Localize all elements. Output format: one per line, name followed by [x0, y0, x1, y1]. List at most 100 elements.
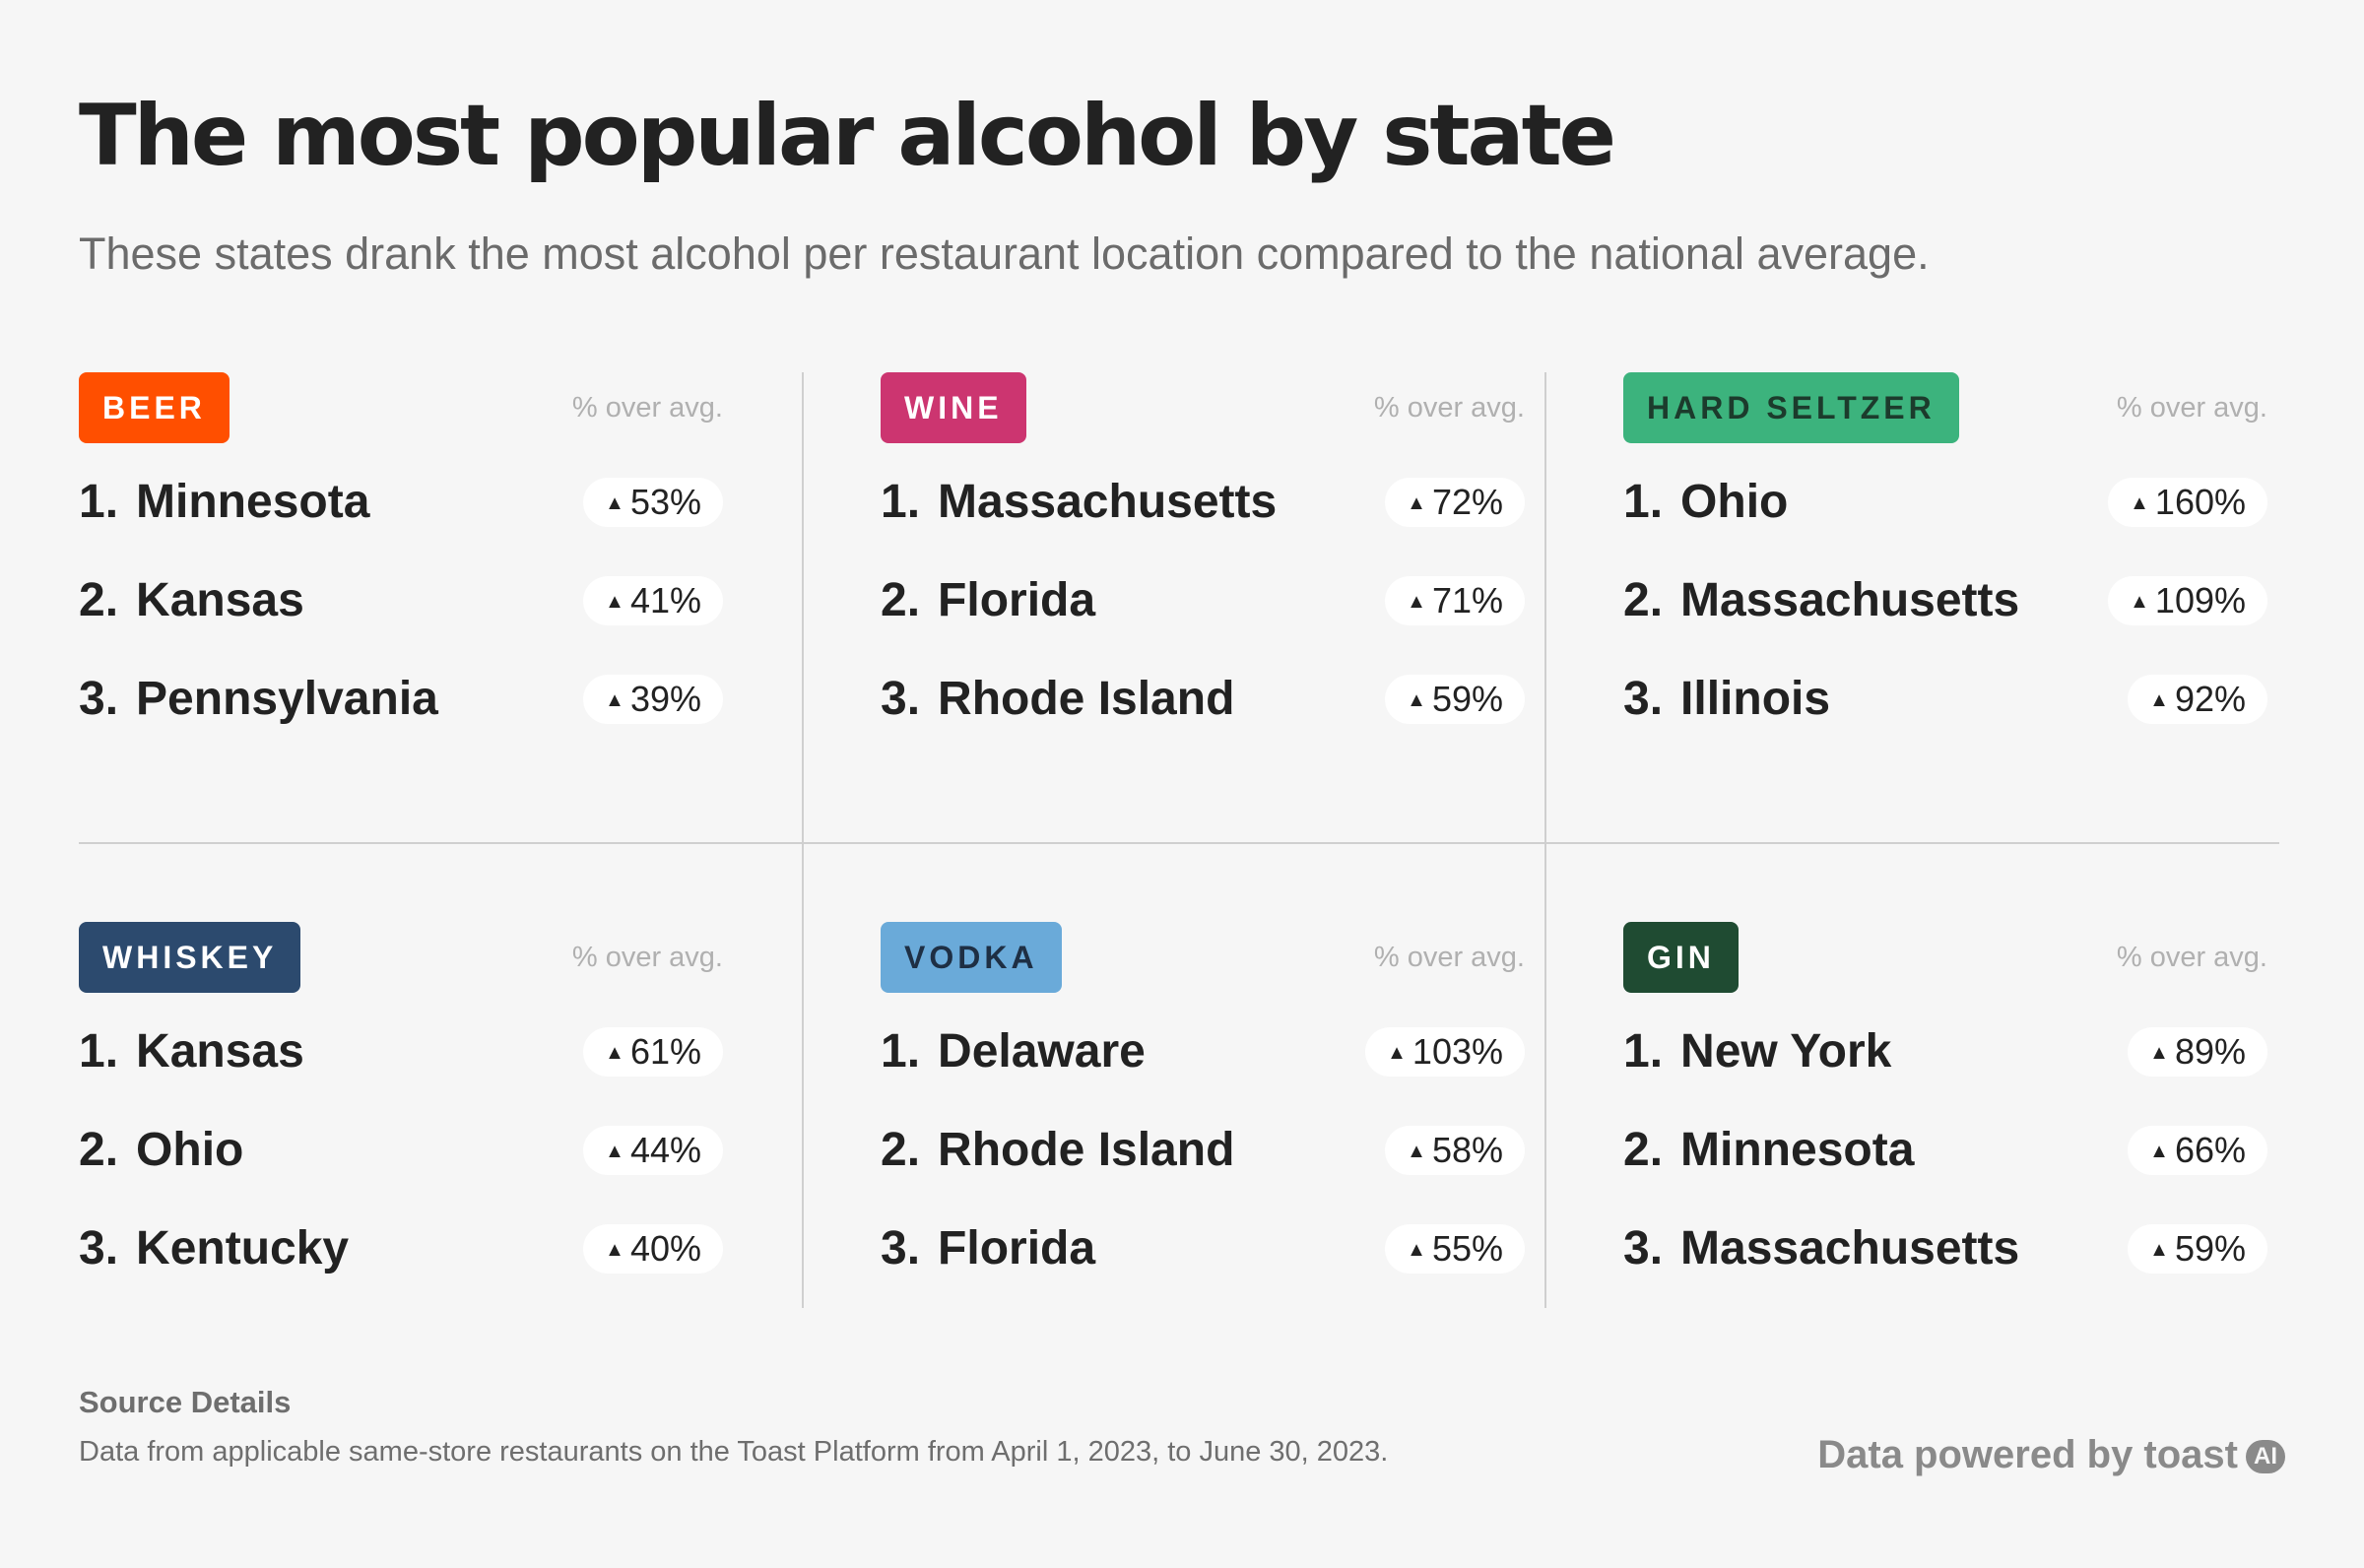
- state-entry: 2. Kansas: [79, 571, 304, 630]
- percent-value: 71%: [1432, 580, 1503, 621]
- up-triangle-icon: ▲: [605, 591, 624, 613]
- up-triangle-icon: ▲: [2130, 591, 2149, 613]
- state-name: Pennsylvania: [136, 673, 438, 725]
- state-name: Massachusetts: [938, 476, 1277, 528]
- percent-pill: ▲ 41%: [583, 576, 723, 625]
- rank-number: 1.: [881, 476, 920, 528]
- percent-pill: ▲ 40%: [583, 1224, 723, 1274]
- state-name: Minnesota: [136, 476, 369, 528]
- state-entry: 3. Illinois: [1623, 670, 1830, 729]
- percent-pill: ▲ 92%: [2128, 675, 2267, 724]
- category-badge: VODKA: [881, 922, 1062, 993]
- category-badge: BEER: [79, 372, 230, 443]
- rank-number: 3.: [1623, 1222, 1663, 1274]
- rank-number: 3.: [1623, 673, 1663, 725]
- state-entry: 3. Florida: [881, 1219, 1095, 1278]
- percent-pill: ▲ 160%: [2108, 478, 2267, 527]
- percent-value: 72%: [1432, 482, 1503, 522]
- up-triangle-icon: ▲: [605, 689, 624, 711]
- state-entry: 2. Minnesota: [1623, 1121, 1914, 1180]
- state-entry: 2. Florida: [881, 571, 1095, 630]
- rank-number: 2.: [79, 1124, 118, 1176]
- state-name: Florida: [938, 1222, 1095, 1274]
- percent-pill: ▲ 61%: [583, 1027, 723, 1077]
- ranking-row: 2. Kansas ▲ 41%: [79, 571, 723, 630]
- powered-by-text: Data powered by toast: [1817, 1433, 2238, 1476]
- up-triangle-icon: ▲: [605, 492, 624, 514]
- percent-pill: ▲ 59%: [2128, 1224, 2267, 1274]
- state-name: Ohio: [136, 1124, 243, 1176]
- source-text: Data from applicable same-store restaura…: [79, 1436, 1388, 1469]
- column-header: % over avg.: [2117, 942, 2267, 974]
- state-name: Rhode Island: [938, 673, 1234, 725]
- column-header: % over avg.: [572, 942, 723, 974]
- rank-number: 2.: [1623, 1124, 1663, 1176]
- state-name: Massachusetts: [1680, 574, 2019, 626]
- state-name: Kansas: [136, 574, 304, 626]
- ranking-row: 2. Ohio ▲ 44%: [79, 1121, 723, 1180]
- state-entry: 2. Rhode Island: [881, 1121, 1234, 1180]
- state-entry: 3. Massachusetts: [1623, 1219, 2019, 1278]
- state-name: New York: [1680, 1025, 1891, 1078]
- column-header: % over avg.: [1374, 942, 1525, 974]
- percent-value: 160%: [2155, 482, 2246, 522]
- state-entry: 3. Kentucky: [79, 1219, 349, 1278]
- percent-pill: ▲ 66%: [2128, 1126, 2267, 1175]
- ranking-row: 3. Pennsylvania ▲ 39%: [79, 670, 723, 729]
- ranking-row: 3. Kentucky ▲ 40%: [79, 1219, 723, 1278]
- category-badge: WINE: [881, 372, 1026, 443]
- ranking-row: 2. Rhode Island ▲ 58%: [881, 1121, 1525, 1180]
- up-triangle-icon: ▲: [605, 1141, 624, 1162]
- percent-value: 41%: [630, 580, 701, 621]
- rank-number: 3.: [881, 1222, 920, 1274]
- ranking-row: 1. Kansas ▲ 61%: [79, 1022, 723, 1081]
- state-entry: 2. Ohio: [79, 1121, 243, 1180]
- ranking-row: 1. Delaware ▲ 103%: [881, 1022, 1525, 1081]
- percent-value: 92%: [2175, 679, 2246, 719]
- percent-pill: ▲ 55%: [1385, 1224, 1525, 1274]
- category-panel-hard-seltzer: HARD SELTZER% over avg. 1. Ohio ▲ 160% 2. Mass…: [1623, 372, 2267, 806]
- percent-value: 55%: [1432, 1228, 1503, 1269]
- percent-pill: ▲ 103%: [1365, 1027, 1525, 1077]
- ranking-row: 3. Illinois ▲ 92%: [1623, 670, 2267, 729]
- state-name: Kansas: [136, 1025, 304, 1078]
- percent-pill: ▲ 71%: [1385, 576, 1525, 625]
- rank-number: 1.: [1623, 476, 1663, 528]
- ranking-row: 2. Minnesota ▲ 66%: [1623, 1121, 2267, 1180]
- state-name: Florida: [938, 574, 1095, 626]
- ranking-row: 3. Rhode Island ▲ 59%: [881, 670, 1525, 729]
- rank-number: 3.: [79, 1222, 118, 1274]
- up-triangle-icon: ▲: [1407, 1239, 1426, 1261]
- state-entry: 1. Minnesota: [79, 473, 369, 532]
- powered-by-logo: Data powered by toast AI: [1817, 1433, 2285, 1477]
- percent-pill: ▲ 39%: [583, 675, 723, 724]
- ai-badge: AI: [2246, 1440, 2285, 1473]
- ranking-row: 3. Florida ▲ 55%: [881, 1219, 1525, 1278]
- percent-pill: ▲ 58%: [1385, 1126, 1525, 1175]
- ranking-row: 2. Massachusetts ▲ 109%: [1623, 571, 2267, 630]
- percent-value: 61%: [630, 1031, 701, 1072]
- category-badge: HARD SELTZER: [1623, 372, 1959, 443]
- page-title: The most popular alcohol by state: [79, 87, 1613, 185]
- up-triangle-icon: ▲: [605, 1042, 624, 1064]
- column-header: % over avg.: [2117, 392, 2267, 425]
- category-panel-vodka: VODKA % over avg. 1. Delaware ▲ 103% 2. Rhode I…: [881, 922, 1525, 1355]
- percent-value: 39%: [630, 679, 701, 719]
- state-name: Minnesota: [1680, 1124, 1914, 1176]
- state-entry: 1. New York: [1623, 1022, 1891, 1081]
- rank-number: 1.: [1623, 1025, 1663, 1078]
- state-name: Kentucky: [136, 1222, 349, 1274]
- rank-number: 2.: [79, 574, 118, 626]
- ranking-row: 1. New York ▲ 89%: [1623, 1022, 2267, 1081]
- up-triangle-icon: ▲: [2149, 1239, 2169, 1261]
- horizontal-divider: [79, 842, 2279, 844]
- up-triangle-icon: ▲: [1407, 492, 1426, 514]
- state-name: Massachusetts: [1680, 1222, 2019, 1274]
- up-triangle-icon: ▲: [2149, 689, 2169, 711]
- category-panel-gin: GIN% over avg. 1. New York ▲ 89% 2. Minnesota ▲…: [1623, 922, 2267, 1355]
- state-entry: 3. Pennsylvania: [79, 670, 438, 729]
- percent-pill: ▲ 89%: [2128, 1027, 2267, 1077]
- up-triangle-icon: ▲: [2130, 492, 2149, 514]
- ranking-row: 3. Massachusetts ▲ 59%: [1623, 1219, 2267, 1278]
- rank-number: 3.: [79, 673, 118, 725]
